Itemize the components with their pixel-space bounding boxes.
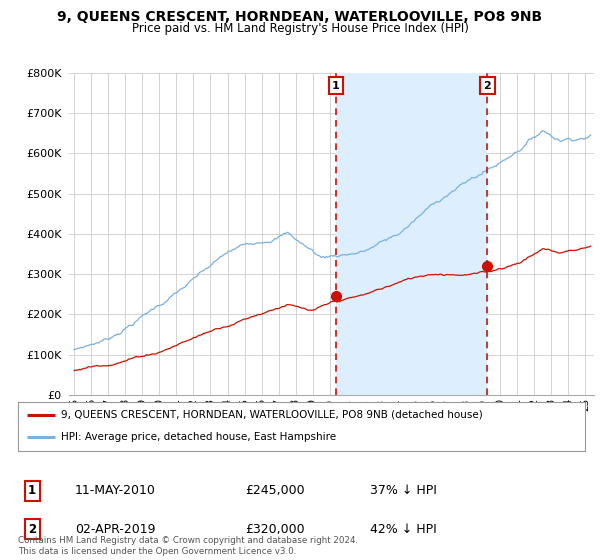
Text: 42% ↓ HPI: 42% ↓ HPI: [370, 522, 436, 536]
Text: 11-MAY-2010: 11-MAY-2010: [75, 484, 155, 497]
Text: HPI: Average price, detached house, East Hampshire: HPI: Average price, detached house, East…: [61, 432, 335, 442]
Text: 2: 2: [484, 81, 491, 91]
Text: £320,000: £320,000: [245, 522, 304, 536]
Text: £245,000: £245,000: [245, 484, 304, 497]
Text: 1: 1: [332, 81, 340, 91]
Text: 9, QUEENS CRESCENT, HORNDEAN, WATERLOOVILLE, PO8 9NB: 9, QUEENS CRESCENT, HORNDEAN, WATERLOOVI…: [58, 10, 542, 24]
Text: 37% ↓ HPI: 37% ↓ HPI: [370, 484, 436, 497]
Text: Price paid vs. HM Land Registry's House Price Index (HPI): Price paid vs. HM Land Registry's House …: [131, 22, 469, 35]
Text: 2: 2: [28, 522, 36, 536]
Text: 1: 1: [28, 484, 36, 497]
Text: Contains HM Land Registry data © Crown copyright and database right 2024.
This d: Contains HM Land Registry data © Crown c…: [18, 536, 358, 556]
Bar: [336, 73, 487, 395]
Text: 9, QUEENS CRESCENT, HORNDEAN, WATERLOOVILLE, PO8 9NB (detached house): 9, QUEENS CRESCENT, HORNDEAN, WATERLOOVI…: [61, 410, 482, 420]
Text: 02-APR-2019: 02-APR-2019: [75, 522, 155, 536]
